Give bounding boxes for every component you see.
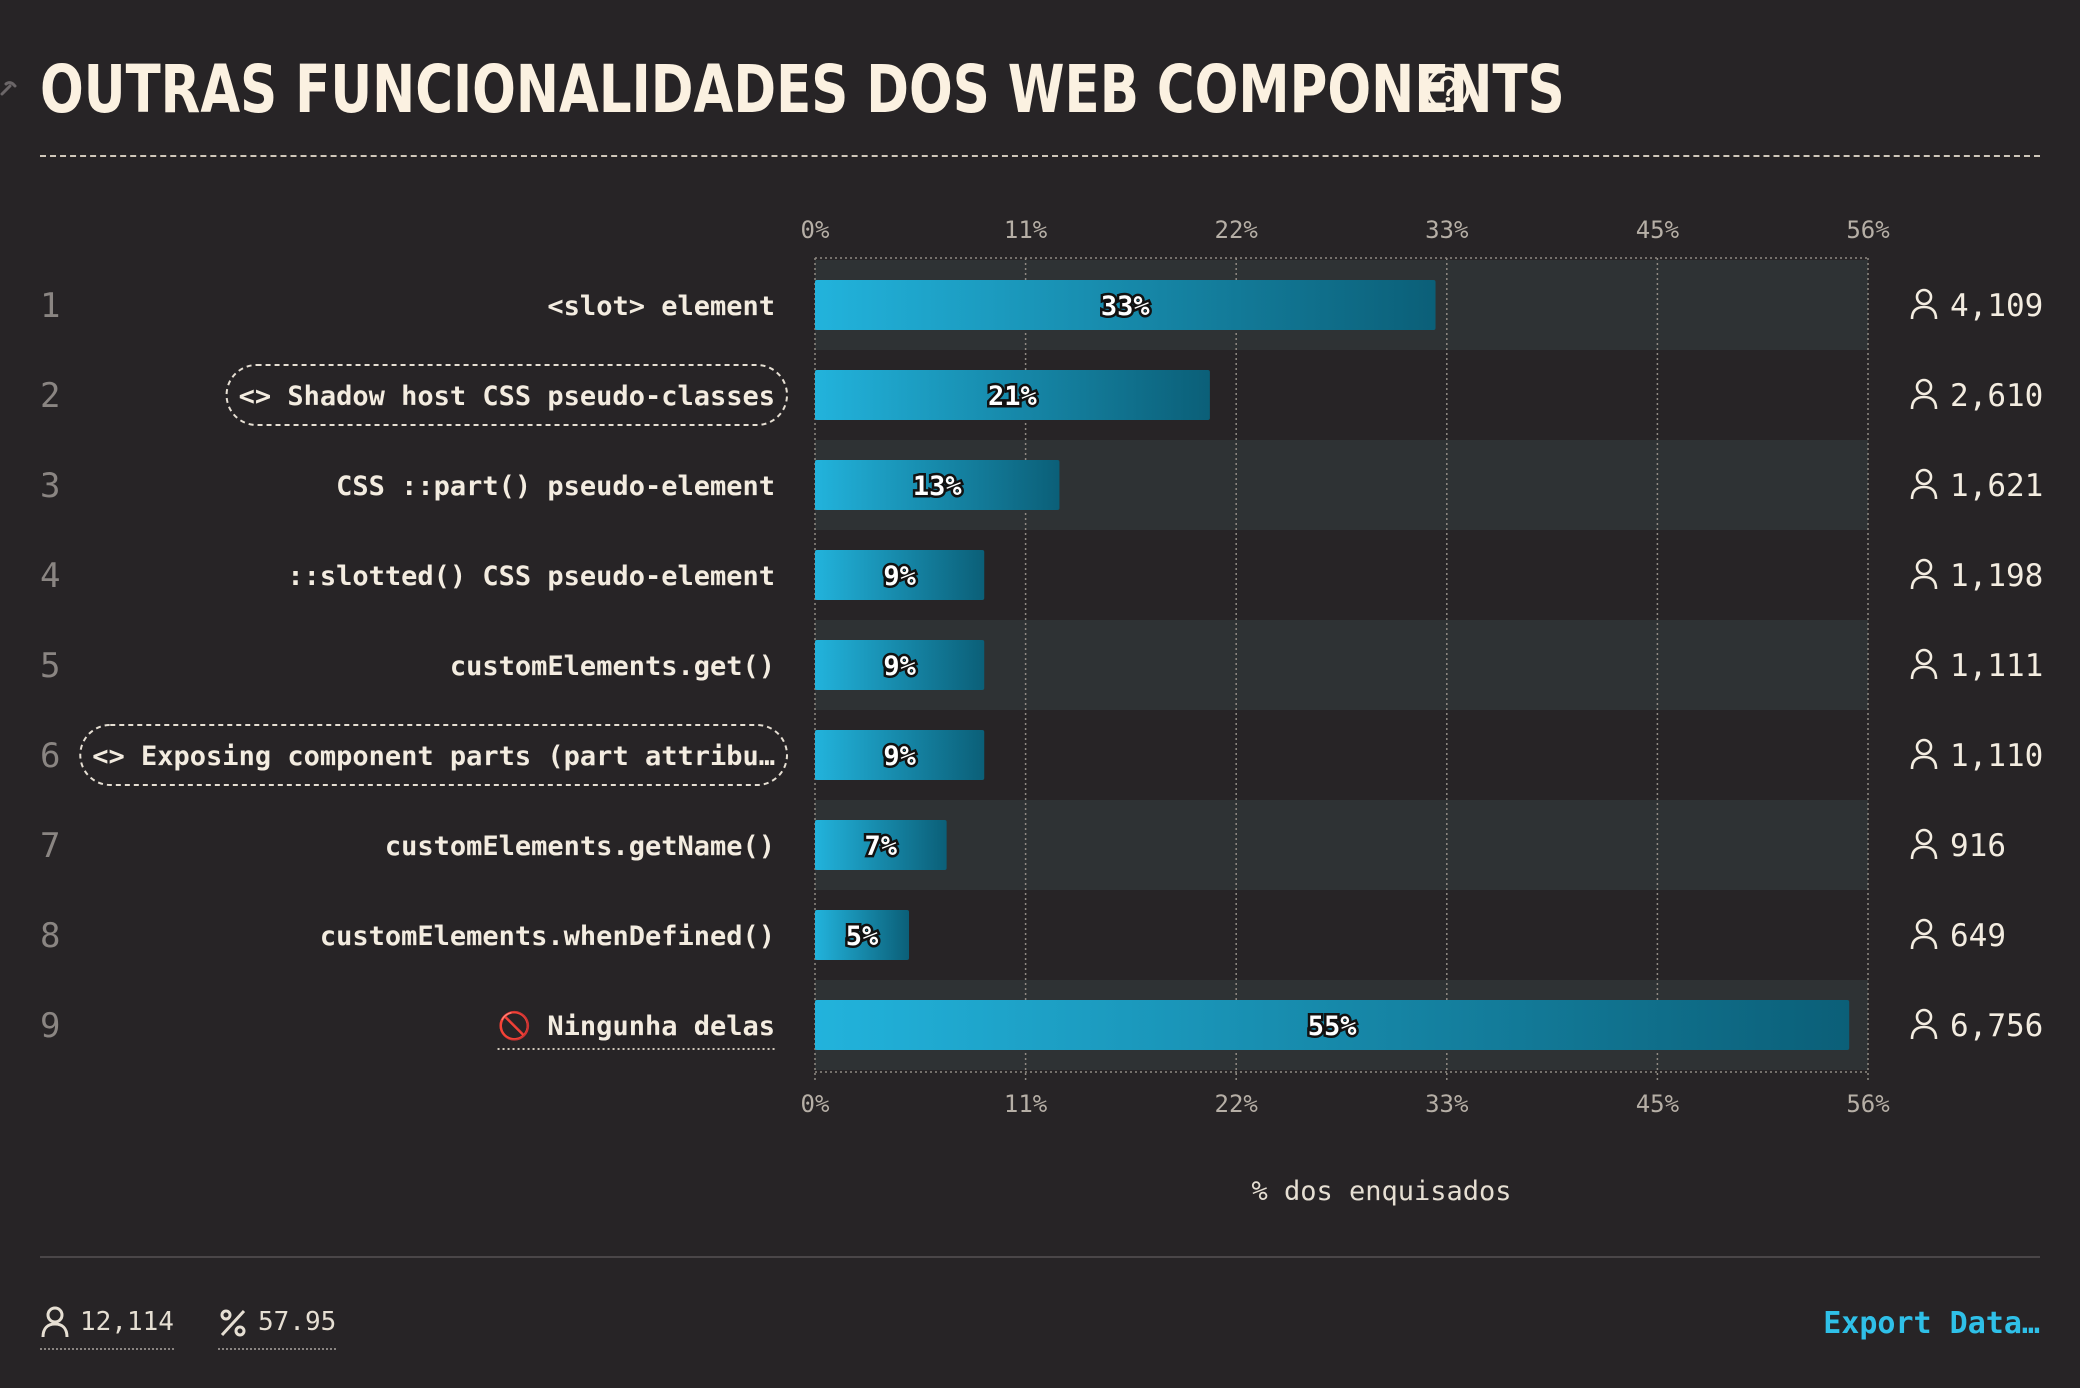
bar-value-label: 13% [913,471,963,502]
title-row: OUTRAS FUNCIONALIDADES DOS WEB COMPONENT… [40,44,1995,134]
row-rank: 7 [40,826,60,866]
person-icon [1910,918,1938,950]
row-count: 1,110 [1950,738,2043,774]
person-icon [1910,828,1938,860]
bar-value-label: 9% [883,741,916,772]
person-icon [1910,378,1938,410]
person-icon [1910,288,1938,320]
bar[interactable] [815,460,1060,510]
percentage-stat[interactable]: 57.95 [218,1300,337,1350]
bar[interactable] [815,820,947,870]
row-label[interactable]: <> Shadow host CSS pseudo-classes [239,381,775,412]
row-count: 1,198 [1950,558,2043,594]
page-title: OUTRAS FUNCIONALIDADES DOS WEB COMPONENT… [40,50,1565,128]
tick-label-top: 45% [1636,216,1680,244]
x-axis-title: % dos enquisados [1251,1176,1511,1207]
row-count: 1,111 [1950,648,2043,684]
row-rank: 2 [40,376,60,416]
tick-label-bottom: 22% [1215,1090,1259,1118]
person-icon [1910,648,1938,680]
bar[interactable] [815,730,985,780]
row-rank: 1 [40,286,60,326]
tick-label-bottom: 11% [1004,1090,1048,1118]
row-count: 4,109 [1950,288,2043,324]
row-label[interactable]: CSS ::part() pseudo-element [336,471,775,502]
code-tag-pill[interactable] [79,724,788,786]
row-rank: 4 [40,556,60,596]
tick-label-bottom: 33% [1425,1090,1469,1118]
row-label[interactable]: <> Exposing component parts (part attrib… [92,741,775,772]
person-icon [1910,468,1938,500]
bar-chart: 0%0%11%11%22%22%33%33%45%45%56%56%1 <slot… [40,216,2043,1207]
bar[interactable] [815,550,985,600]
bar-value-label: 9% [883,561,916,592]
row-count: 2,610 [1950,378,2043,414]
person-icon [41,1306,69,1338]
bar[interactable] [815,370,1210,420]
row-band [815,800,1868,890]
row-count: 1,621 [1950,468,2043,504]
percent-icon [220,1309,246,1337]
person-icon [1910,558,1938,590]
respondents-count: 12,114 [80,1307,174,1337]
row-label[interactable]: customElements.whenDefined() [320,921,775,952]
bar-value-label: 5% [846,921,879,952]
bar-value-label: 21% [988,381,1038,412]
row-label[interactable]: customElements.get() [450,651,775,682]
row-rank: 6 [40,736,60,776]
bar-value-label: 9% [883,651,916,682]
person-icon [1910,1008,1938,1040]
bar-value-label: 7% [865,831,898,862]
bar[interactable] [815,640,985,690]
row-label[interactable]: ::slotted() CSS pseudo-element [287,561,775,592]
row-count: 649 [1950,918,2006,954]
link-icon[interactable] [0,72,18,102]
tick-label-top: 33% [1425,216,1469,244]
row-label[interactable]: customElements.getName() [385,831,775,862]
row-count: 6,756 [1950,1008,2043,1044]
row-rank: 5 [40,646,60,686]
row-rank: 3 [40,466,60,506]
bar-value-label: 55% [1308,1011,1358,1042]
tick-label-top: 0% [801,216,830,244]
bar[interactable] [815,280,1436,330]
percentage-value: 57.95 [258,1307,337,1337]
respondents-stat[interactable]: 12,114 [40,1300,174,1350]
footer-divider [40,1256,2040,1258]
tick-label-top: 11% [1004,216,1048,244]
title-divider [40,155,2040,157]
tick-label-bottom: 0% [801,1090,830,1118]
row-rank: 9 [40,1006,60,1046]
row-label[interactable]: <slot> element [547,291,775,322]
bar-value-label: 33% [1101,291,1151,322]
tick-label-bottom: 45% [1636,1090,1680,1118]
tick-label-bottom: 56% [1846,1090,1890,1118]
person-icon [1910,738,1938,770]
tick-label-top: 56% [1846,216,1890,244]
export-data-button[interactable]: Export Data… [1823,1306,2040,1341]
tick-label-top: 22% [1215,216,1259,244]
row-band [815,620,1868,710]
question-circle-icon[interactable] [1425,66,1471,112]
bar[interactable] [815,910,910,960]
bar[interactable] [815,1000,1850,1050]
row-rank: 8 [40,916,60,956]
row-count: 916 [1950,828,2006,864]
row-label[interactable]: 🚫 Ningunha delas [498,1010,775,1042]
